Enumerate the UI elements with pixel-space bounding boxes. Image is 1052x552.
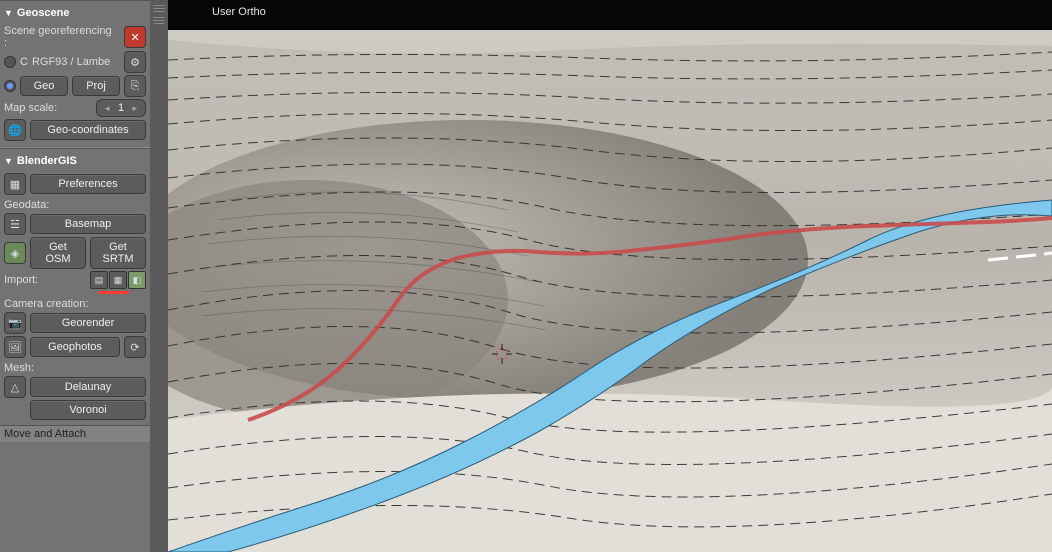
geophotos-refresh[interactable]: ⟳ [124,336,146,358]
status-text: Move and Attach [4,428,86,440]
geophotos-button[interactable]: Geophotos [30,337,120,357]
gear-icon: ⚙ [130,56,140,69]
prefs-icon-button[interactable]: ▦ [4,173,26,195]
panel-title: BlenderGIS [17,155,77,167]
link-button[interactable]: ⎘ [124,75,146,97]
camera-icon: 📷 [8,317,22,330]
status-bar: Move and Attach [0,425,168,442]
delaunay-icon[interactable]: △ [4,376,26,398]
geo-button[interactable]: Geo [20,76,68,96]
panel-header-geoscene[interactable]: ▼ Geoscene [4,5,146,23]
layers-icon: ☱ [10,218,20,231]
globe-icon: 🌐 [8,124,22,137]
import-shp-button[interactable]: ▤ [90,271,108,289]
disclosure-icon: ▼ [4,8,13,18]
drag-grip-icon [153,16,165,24]
sidebar-scrollbar[interactable] [150,0,168,552]
decrement-icon: ◂ [105,103,110,114]
get-srtm-button[interactable]: Get SRTM [90,237,146,269]
vec-icon: ◧ [133,275,142,286]
camera-label: Camera creation: [4,298,146,310]
crs-settings-button[interactable]: ⚙ [124,51,146,73]
tile-icon: ▦ [10,178,20,191]
terrain-render [168,0,1052,552]
import-label: Import: [4,274,38,286]
panel-blendergis: ▼ BlenderGIS ▦ Preferences Geodata: ☱ Ba… [0,148,150,427]
panel-header-blendergis[interactable]: ▼ BlenderGIS [4,153,146,171]
viewport-3d[interactable]: User Ortho [168,0,1052,552]
drag-grip-icon [153,4,165,12]
crs-name: RGF93 / Lambe [32,56,120,68]
mesh-label: Mesh: [4,362,146,374]
map-icon: ◈ [11,247,19,260]
raster-icon: ▦ [114,275,123,286]
georender-button[interactable]: Georender [30,313,146,333]
georender-icon[interactable]: 📷 [4,312,26,334]
panel-geoscene: ▼ Geoscene Scene georeferencing : ✕ C RG… [0,0,150,148]
geocoord-icon-button[interactable]: 🌐 [4,119,26,141]
proj-button[interactable]: Proj [72,76,120,96]
map-scale-label: Map scale: [4,102,57,114]
increment-icon: ▸ [132,103,137,114]
close-icon: ✕ [131,31,140,44]
basemap-icon[interactable]: ☱ [4,213,26,235]
get-osm-button[interactable]: Get OSM [30,237,86,269]
photo-icon: 🖼 [8,341,22,354]
view-label: User Ortho [212,6,266,18]
preferences-button[interactable]: Preferences [30,174,146,194]
clear-georef-button[interactable]: ✕ [124,26,146,48]
disclosure-icon: ▼ [4,156,13,166]
geodata-label: Geodata: [4,199,146,211]
basemap-button[interactable]: Basemap [30,214,146,234]
highlight-underline [99,291,129,294]
import-icons: ▤ ▦ ◧ [90,271,146,289]
crs-radio-c[interactable] [4,56,16,68]
link-icon: ⎘ [131,80,140,93]
refresh-icon: ⟳ [130,341,139,354]
map-scale-field[interactable]: ◂ 1 ▸ [96,99,146,117]
panel-title: Geoscene [17,7,70,19]
osm-icon[interactable]: ◈ [4,242,26,264]
mesh-icon: △ [11,381,19,394]
georef-label: Scene georeferencing : [4,25,116,49]
crs-c-label: C [20,56,28,68]
delaunay-button[interactable]: Delaunay [30,377,146,397]
geocoord-button[interactable]: Geo-coordinates [30,120,146,140]
sidebar: ▼ Geoscene Scene georeferencing : ✕ C RG… [0,0,168,552]
proj-mode-radio[interactable] [4,80,16,92]
import-vec-button[interactable]: ◧ [128,271,146,289]
shp-icon: ▤ [95,275,104,286]
import-raster-button[interactable]: ▦ [109,271,127,289]
geophotos-icon[interactable]: 🖼 [4,336,26,358]
voronoi-button[interactable]: Voronoi [30,400,146,420]
